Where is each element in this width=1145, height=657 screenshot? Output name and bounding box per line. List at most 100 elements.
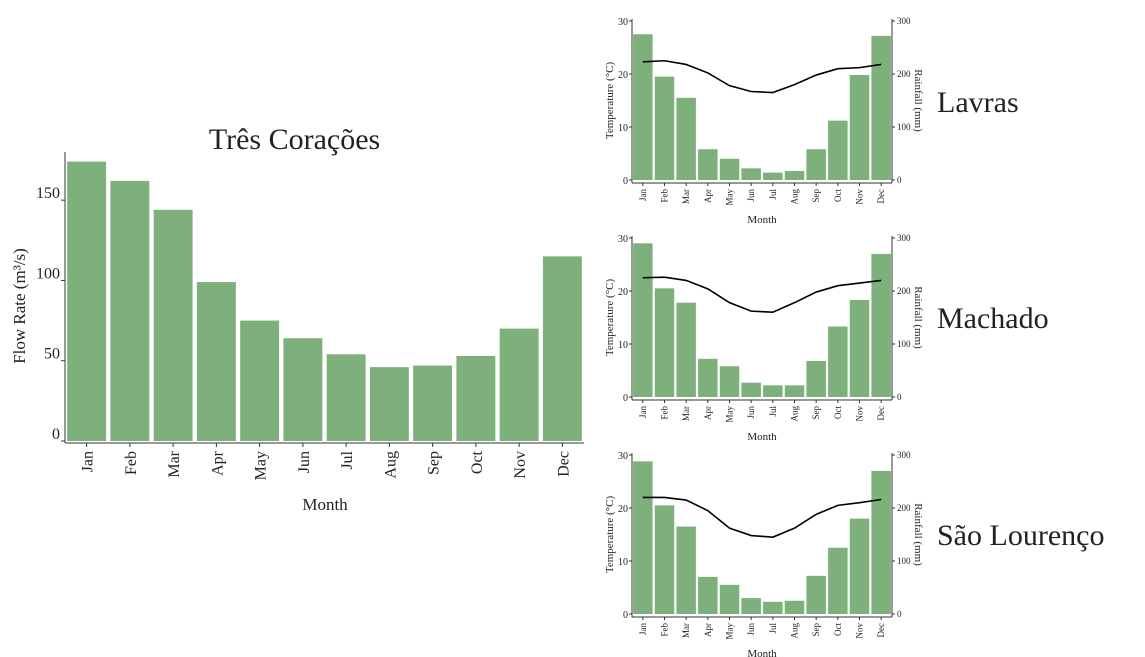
rain-bar-sep bbox=[806, 149, 826, 180]
rain-bar-jun bbox=[741, 598, 761, 614]
x-tick-label: Apr bbox=[703, 406, 713, 420]
left-tick-label: 20 bbox=[618, 70, 628, 81]
x-tick-label: May bbox=[725, 406, 735, 423]
left-axis-label: Temperature (°C) bbox=[604, 62, 616, 140]
x-tick-label: Mar bbox=[681, 406, 691, 421]
right-tick-label: 100 bbox=[897, 556, 911, 566]
bar-apr bbox=[196, 282, 236, 441]
chart-title: Três Corações bbox=[209, 123, 380, 156]
x-tick-label: Dec bbox=[876, 406, 886, 421]
rain-bar-sep bbox=[806, 575, 826, 614]
rain-bar-jan bbox=[633, 461, 653, 614]
right-tick-label: 0 bbox=[897, 609, 902, 619]
main-chart: 0 50 100 150 Jan Feb Mar Apr May Jun Jul Aug Sep Oct N… bbox=[10, 123, 584, 514]
rain-bar-dec bbox=[871, 253, 891, 397]
x-tick-label: Mar bbox=[166, 450, 183, 477]
x-axis-label: Month bbox=[747, 431, 777, 443]
temperature-line bbox=[642, 276, 882, 314]
rain-bar-apr bbox=[698, 358, 718, 397]
x-tick-label: May bbox=[725, 189, 735, 206]
x-tick-label: Mar bbox=[681, 623, 691, 638]
right-axis-label: Rainfall (mm) bbox=[912, 69, 924, 132]
x-tick-label: Apr bbox=[703, 623, 713, 637]
x-tick-label: Jan bbox=[638, 189, 648, 201]
rain-bar-jun bbox=[741, 382, 761, 397]
bar-oct bbox=[456, 355, 496, 441]
x-tick-label: Aug bbox=[790, 623, 800, 639]
rain-bar-jul bbox=[763, 172, 783, 180]
y-tick-label: 0 bbox=[52, 426, 60, 443]
station-title: Lavras bbox=[937, 86, 1019, 119]
x-axis-label: Month bbox=[747, 648, 777, 657]
x-tick-label: Nov bbox=[855, 189, 865, 205]
bar-jun bbox=[283, 338, 323, 441]
x-tick-label: Nov bbox=[855, 623, 865, 639]
bar-sep bbox=[413, 365, 453, 441]
bar-may bbox=[240, 320, 280, 441]
x-tick-label: Dec bbox=[555, 451, 572, 477]
left-tick-label: 30 bbox=[618, 234, 628, 245]
rain-bar-jul bbox=[763, 601, 783, 614]
left-tick-label: 10 bbox=[618, 123, 628, 134]
rain-bar-aug bbox=[784, 385, 805, 397]
x-tick-label: Jul bbox=[768, 406, 778, 417]
left-tick-label: 30 bbox=[618, 17, 628, 28]
x-tick-label: Aug bbox=[382, 451, 399, 479]
x-tick-label: Oct bbox=[833, 189, 843, 202]
right-tick-label: 100 bbox=[897, 122, 911, 132]
x-tick-label: Jun bbox=[746, 623, 756, 636]
rain-bar-jul bbox=[763, 385, 783, 397]
x-tick-label: Jan bbox=[80, 451, 97, 472]
rain-bar-oct bbox=[828, 326, 848, 397]
y-axis-label: Flow Rate (m³/s) bbox=[10, 248, 29, 364]
y-tick-label: 100 bbox=[36, 265, 60, 282]
bar-aug bbox=[369, 367, 409, 441]
x-tick-label: Sep bbox=[811, 406, 821, 420]
rain-bar-dec bbox=[871, 35, 891, 181]
rain-bar-apr bbox=[698, 576, 718, 614]
rain-bar-may bbox=[719, 584, 740, 614]
rain-bar-sep bbox=[806, 360, 826, 397]
x-tick-label: Oct bbox=[833, 406, 843, 419]
x-axis-label: Month bbox=[302, 495, 348, 514]
x-tick-label: May bbox=[253, 451, 270, 480]
rain-bar-jan bbox=[633, 243, 653, 397]
temperature-line bbox=[642, 59, 882, 94]
x-tick-label: Feb bbox=[123, 451, 140, 475]
right-tick-label: 300 bbox=[897, 16, 911, 26]
right-tick-label: 200 bbox=[897, 503, 911, 513]
right-axis-label: Rainfall (mm) bbox=[912, 503, 924, 566]
right-tick-label: 300 bbox=[897, 233, 911, 243]
left-tick-label: 0 bbox=[623, 393, 628, 404]
right-axis-label: Rainfall (mm) bbox=[912, 286, 924, 349]
right-tick-label: 100 bbox=[897, 339, 911, 349]
x-tick-label: Jun bbox=[296, 451, 313, 473]
left-tick-label: 30 bbox=[618, 451, 628, 462]
x-tick-label: Jun bbox=[746, 189, 756, 202]
left-tick-label: 10 bbox=[618, 557, 628, 568]
x-tick-label: Oct bbox=[833, 623, 843, 636]
y-tick-label: 150 bbox=[36, 185, 60, 202]
x-tick-label: Jul bbox=[339, 450, 356, 469]
x-tick-label: Sep bbox=[811, 623, 821, 637]
rain-bar-nov bbox=[849, 300, 870, 397]
x-tick-label: Oct bbox=[469, 450, 486, 474]
x-tick-label: Feb bbox=[660, 406, 670, 420]
right-tick-label: 200 bbox=[897, 69, 911, 79]
bar-jan bbox=[67, 161, 107, 441]
x-tick-label: Feb bbox=[660, 623, 670, 637]
left-tick-label: 20 bbox=[618, 504, 628, 515]
rain-bar-nov bbox=[849, 75, 870, 180]
x-tick-label: Feb bbox=[660, 189, 670, 203]
x-tick-label: Jan bbox=[638, 623, 648, 635]
x-tick-label: Apr bbox=[209, 450, 226, 476]
x-tick-label: Apr bbox=[703, 189, 713, 203]
x-tick-label: Sep bbox=[426, 451, 443, 475]
rain-bar-aug bbox=[784, 600, 805, 614]
x-tick-label: Aug bbox=[790, 189, 800, 205]
right-tick-label: 0 bbox=[897, 392, 902, 402]
rain-bar-dec bbox=[871, 470, 891, 614]
